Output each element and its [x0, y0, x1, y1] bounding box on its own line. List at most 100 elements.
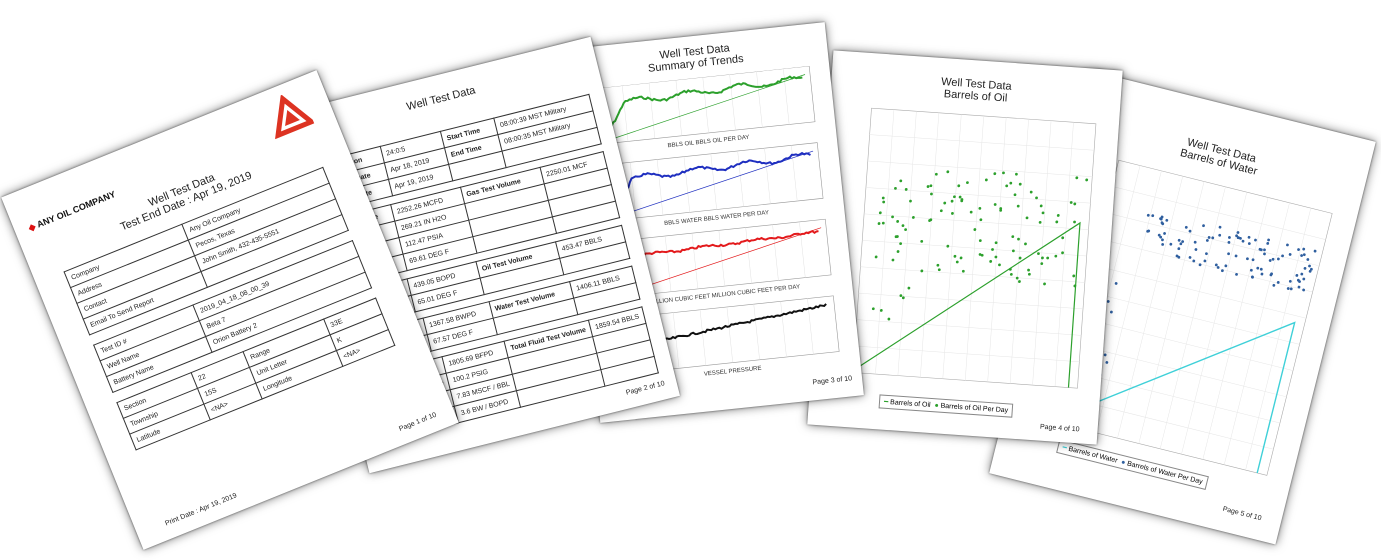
data-point: [1188, 256, 1192, 259]
data-point: [1061, 251, 1064, 255]
data-point: [1303, 266, 1307, 270]
data-point: [1159, 217, 1162, 221]
data-point: [1011, 235, 1015, 239]
data-point: [891, 215, 894, 219]
data-point: [1198, 263, 1202, 267]
data-point: [1177, 247, 1181, 251]
cumulative-water-line: [1053, 321, 1296, 474]
water-chart: [1032, 151, 1339, 487]
trend-series-line: [617, 229, 819, 292]
trend-legend: BBLS OIL BBLS OIL PER DAY: [667, 135, 749, 150]
data-point: [879, 309, 883, 312]
data-point: [894, 187, 897, 190]
data-point: [1302, 247, 1306, 251]
data-point: [901, 224, 905, 228]
data-point: [907, 286, 911, 290]
data-point: [1234, 254, 1238, 258]
data-point: [882, 200, 886, 204]
data-point: [1017, 237, 1020, 241]
data-point: [1272, 283, 1276, 287]
grid-line: [756, 71, 763, 128]
data-point: [1203, 259, 1207, 263]
grid-line: [621, 85, 629, 142]
data-point: [891, 258, 895, 262]
data-point: [929, 184, 933, 188]
data-point: [943, 201, 947, 205]
data-point: [1038, 220, 1042, 224]
data-point: [1035, 196, 1038, 200]
data-point: [1216, 266, 1220, 269]
data-point: [1218, 233, 1222, 237]
data-point: [1160, 221, 1164, 225]
grid-line: [1202, 197, 1269, 460]
data-point: [1192, 259, 1196, 263]
data-point: [1008, 267, 1012, 271]
data-point: [1072, 274, 1076, 278]
data-point: [899, 179, 903, 183]
data-point: [1109, 310, 1113, 314]
grid-line: [664, 235, 672, 292]
data-point: [973, 228, 977, 231]
data-point: [1241, 239, 1245, 243]
data-point: [984, 178, 988, 182]
data-point: [946, 244, 950, 248]
trend-plot-frame: [595, 65, 816, 145]
data-point: [1247, 235, 1251, 239]
data-point: [1228, 236, 1231, 239]
grid-line: [702, 77, 709, 133]
page-5-number: Page 5 of 10: [1221, 505, 1263, 523]
data-point: [1194, 248, 1198, 251]
data-point: [1146, 213, 1150, 217]
data-point: [1027, 272, 1031, 276]
data-point: [1268, 259, 1272, 262]
trend-series-line: [609, 151, 811, 217]
data-point: [1054, 254, 1058, 258]
data-point: [1300, 272, 1304, 276]
data-point: [1266, 242, 1270, 245]
data-point: [958, 195, 962, 199]
data-point: [1085, 178, 1089, 182]
data-point: [953, 254, 957, 258]
data-point: [896, 250, 900, 253]
print-date: Print Date : Apr 19, 2019: [164, 492, 238, 528]
data-point: [1227, 252, 1230, 256]
data-point: [951, 212, 954, 215]
grid-line: [764, 148, 771, 204]
data-point: [978, 253, 982, 256]
data-point: [1169, 242, 1173, 246]
grid-line: [1009, 119, 1029, 384]
grid-line: [772, 224, 779, 281]
data-point: [1157, 233, 1161, 237]
data-point: [1027, 268, 1030, 272]
grid-line: [1054, 122, 1074, 387]
data-point: [1041, 256, 1044, 260]
grid-line: [987, 117, 1007, 382]
data-point: [969, 210, 973, 214]
grid-line: [1223, 202, 1290, 465]
data-point: [1286, 287, 1290, 290]
data-point: [1002, 171, 1005, 175]
data-point: [1161, 243, 1165, 246]
data-point: [920, 269, 924, 273]
data-point: [1297, 248, 1300, 251]
grid-line: [745, 227, 752, 284]
trend-plot-frame: [603, 142, 824, 222]
cumulative-oil-line: [852, 221, 1081, 388]
data-point: [871, 307, 875, 311]
data-point: [899, 294, 903, 298]
data-point: [928, 219, 931, 222]
data-point: [1286, 243, 1289, 247]
data-point: [1073, 284, 1077, 288]
data-point: [1250, 275, 1254, 279]
data-point: [901, 296, 905, 300]
data-point: [1306, 258, 1310, 261]
data-point: [957, 184, 961, 188]
data-point: [878, 211, 882, 215]
grid-line: [691, 233, 699, 289]
grid-line: [737, 150, 744, 207]
data-point: [1177, 255, 1181, 259]
data-point: [1018, 280, 1021, 283]
grid-line: [718, 230, 725, 287]
grid-line: [648, 82, 656, 139]
data-point: [1205, 239, 1209, 242]
